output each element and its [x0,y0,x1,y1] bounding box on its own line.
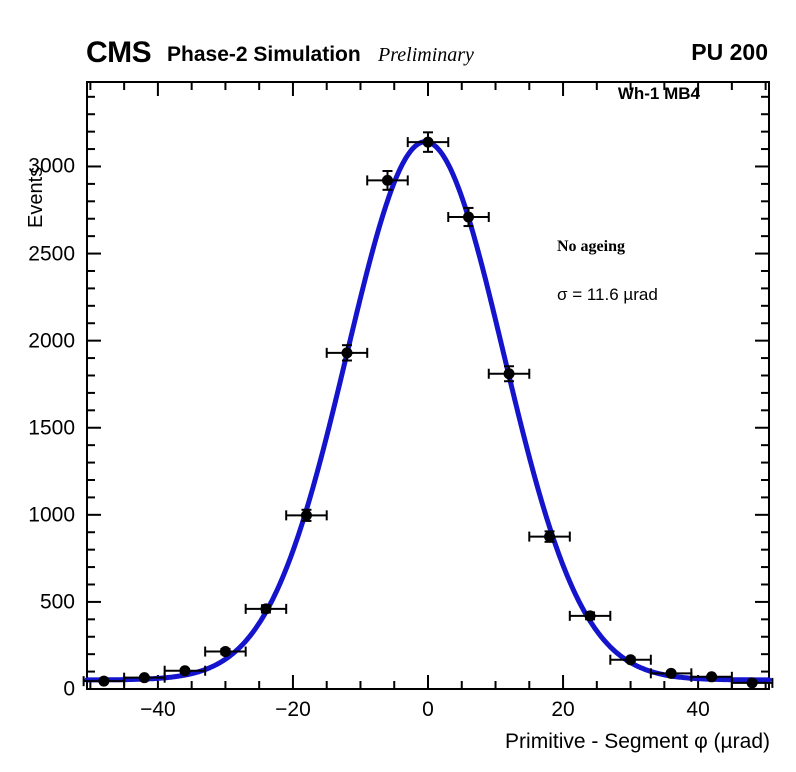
x-tick-label: −20 [275,698,311,721]
phase2-simulation-label: Phase-2 Simulation [167,43,361,66]
y-axis-title-wrap: Events [25,98,50,298]
y-tick-label: 3000 [28,154,75,178]
y-tick-label: 2000 [28,329,75,353]
preliminary-label: Preliminary [378,44,474,66]
plot-frame [86,81,770,690]
y-axis-title: Events [25,166,47,228]
x-tick-label: 20 [551,698,575,721]
y-tick-label: 1000 [28,503,75,527]
y-tick-label: 1500 [28,416,75,440]
cms-logo: CMS [86,36,152,69]
x-tick-label: 0 [422,698,434,721]
y-tick-label: 500 [39,590,75,614]
sigma-annotation: σ = 11.6 µrad [557,285,658,304]
chamber-label: Wh-1 MB4 [617,84,700,103]
x-tick-label: 40 [686,698,710,721]
x-axis-title: Primitive - Segment φ (µrad) [505,730,770,753]
x-tick-label: −40 [140,698,176,721]
ageing-annotation: No ageing [557,238,625,255]
y-tick-label: 2500 [28,242,75,266]
pileup-label: PU 200 [691,39,768,65]
y-tick-label: 0 [63,677,75,701]
